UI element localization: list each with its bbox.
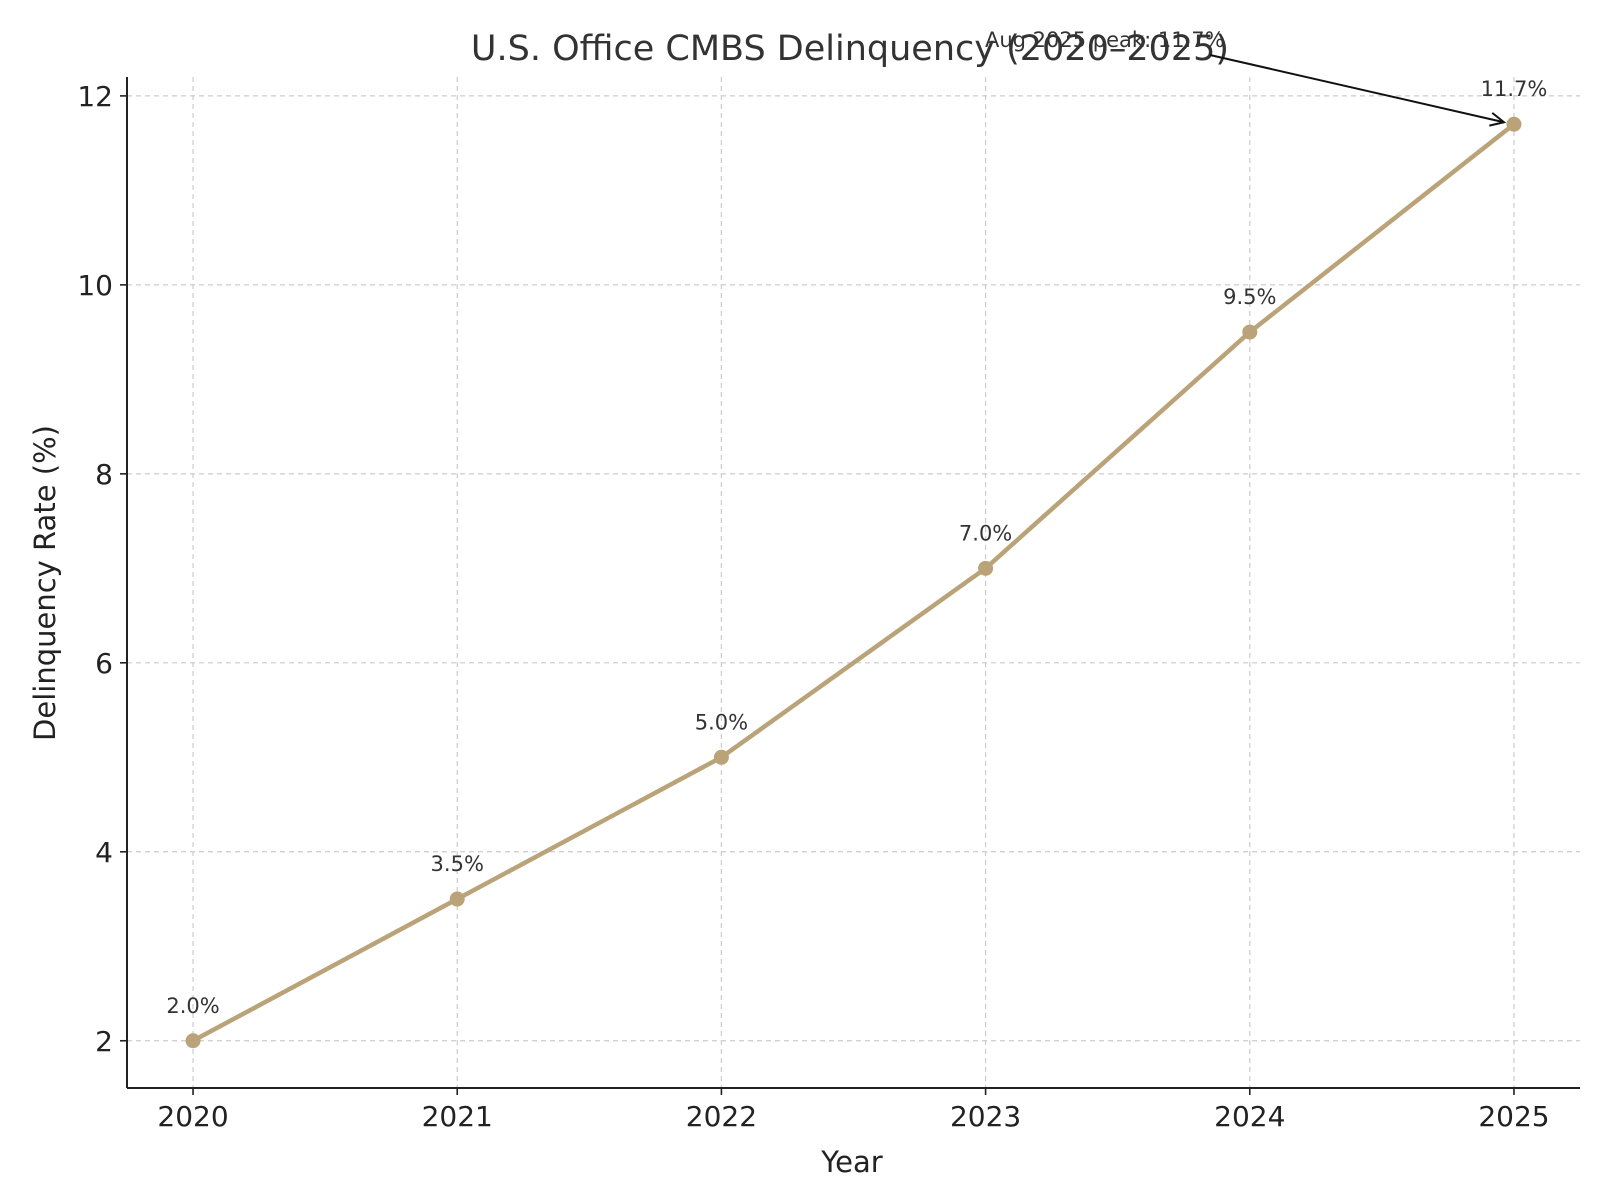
y-tick-label: 12	[77, 80, 113, 113]
data-label: 3.5%	[431, 852, 484, 876]
y-axis-title: Delinquency Rate (%)	[28, 425, 62, 741]
data-point	[1242, 324, 1258, 340]
x-tick-label: 2025	[1478, 1100, 1549, 1133]
series-line	[190, 121, 1517, 1044]
annotation-arrow-head	[1489, 112, 1507, 127]
data-labels: 2.0% 3.5% 5.0% 7.0% 9.5% 11.7%	[166, 77, 1547, 1018]
data-point	[1506, 116, 1522, 132]
axes: 2020 2021 2022 2023 2024 2025 2 4 6 8 10 12	[77, 77, 1580, 1133]
x-tick-label: 2021	[422, 1100, 493, 1133]
data-label: 2.0%	[166, 994, 219, 1018]
x-axis-title: Year	[820, 1145, 882, 1179]
series	[185, 116, 1522, 1049]
data-label: 11.7%	[1481, 77, 1548, 101]
x-tick-label: 2020	[157, 1100, 228, 1133]
annotation-text: Aug 2025 peak: 11.7%	[985, 28, 1225, 52]
y-tick-label: 10	[77, 269, 113, 302]
chart-title: U.S. Office CMBS Delinquency (2020–2025)	[471, 29, 1229, 69]
peak-annotation: Aug 2025 peak: 11.7%	[985, 28, 1507, 127]
y-tick-label: 2	[95, 1025, 113, 1058]
data-point	[449, 891, 465, 907]
y-tick-label: 4	[95, 836, 113, 869]
data-label: 7.0%	[959, 521, 1012, 545]
x-tick-label: 2022	[686, 1100, 757, 1133]
x-tick-label: 2024	[1214, 1100, 1285, 1133]
annotation-arrow	[1209, 54, 1505, 124]
data-label: 9.5%	[1223, 285, 1276, 309]
data-point	[978, 560, 994, 576]
grid	[127, 77, 1580, 1088]
data-point	[185, 1033, 201, 1049]
data-label: 5.0%	[695, 710, 748, 734]
y-tick-label: 8	[95, 458, 113, 491]
data-point	[713, 749, 729, 765]
y-tick-label: 6	[95, 647, 113, 680]
x-tick-label: 2023	[950, 1100, 1021, 1133]
